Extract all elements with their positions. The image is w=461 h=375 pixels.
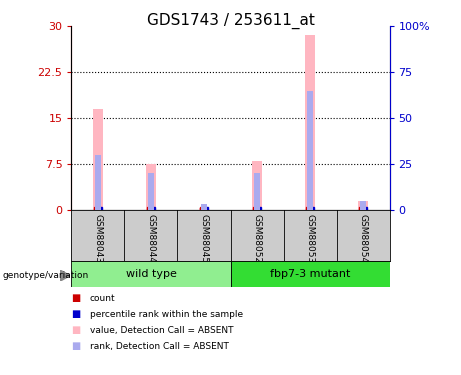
Text: rank, Detection Call = ABSENT: rank, Detection Call = ABSENT [90, 342, 229, 351]
Bar [305, 36, 315, 210]
Text: fbp7-3 mutant: fbp7-3 mutant [270, 269, 350, 279]
Bar [148, 173, 154, 210]
Text: GSM88044: GSM88044 [147, 214, 155, 263]
Bar [71, 261, 230, 287]
Bar [201, 204, 207, 210]
Bar [199, 208, 209, 210]
Text: GSM88052: GSM88052 [253, 214, 261, 263]
Bar [230, 261, 390, 287]
Text: GSM88053: GSM88053 [306, 214, 314, 263]
Bar [254, 173, 260, 210]
Text: GSM88043: GSM88043 [94, 214, 102, 263]
Bar [307, 91, 313, 210]
Bar [252, 161, 262, 210]
Text: ■: ■ [71, 309, 81, 319]
Bar [361, 201, 366, 210]
Bar [95, 155, 100, 210]
Text: ■: ■ [71, 342, 81, 351]
Bar [146, 164, 156, 210]
Text: percentile rank within the sample: percentile rank within the sample [90, 310, 243, 319]
Text: GDS1743 / 253611_at: GDS1743 / 253611_at [147, 13, 314, 29]
Text: GSM88054: GSM88054 [359, 214, 367, 263]
Text: count: count [90, 294, 116, 303]
Text: wild type: wild type [125, 269, 177, 279]
Polygon shape [60, 270, 70, 281]
Text: value, Detection Call = ABSENT: value, Detection Call = ABSENT [90, 326, 233, 335]
Text: GSM88045: GSM88045 [200, 214, 208, 263]
Bar [93, 109, 103, 210]
Bar [358, 201, 368, 210]
Text: ■: ■ [71, 293, 81, 303]
Text: genotype/variation: genotype/variation [2, 271, 89, 280]
Text: ■: ■ [71, 326, 81, 335]
